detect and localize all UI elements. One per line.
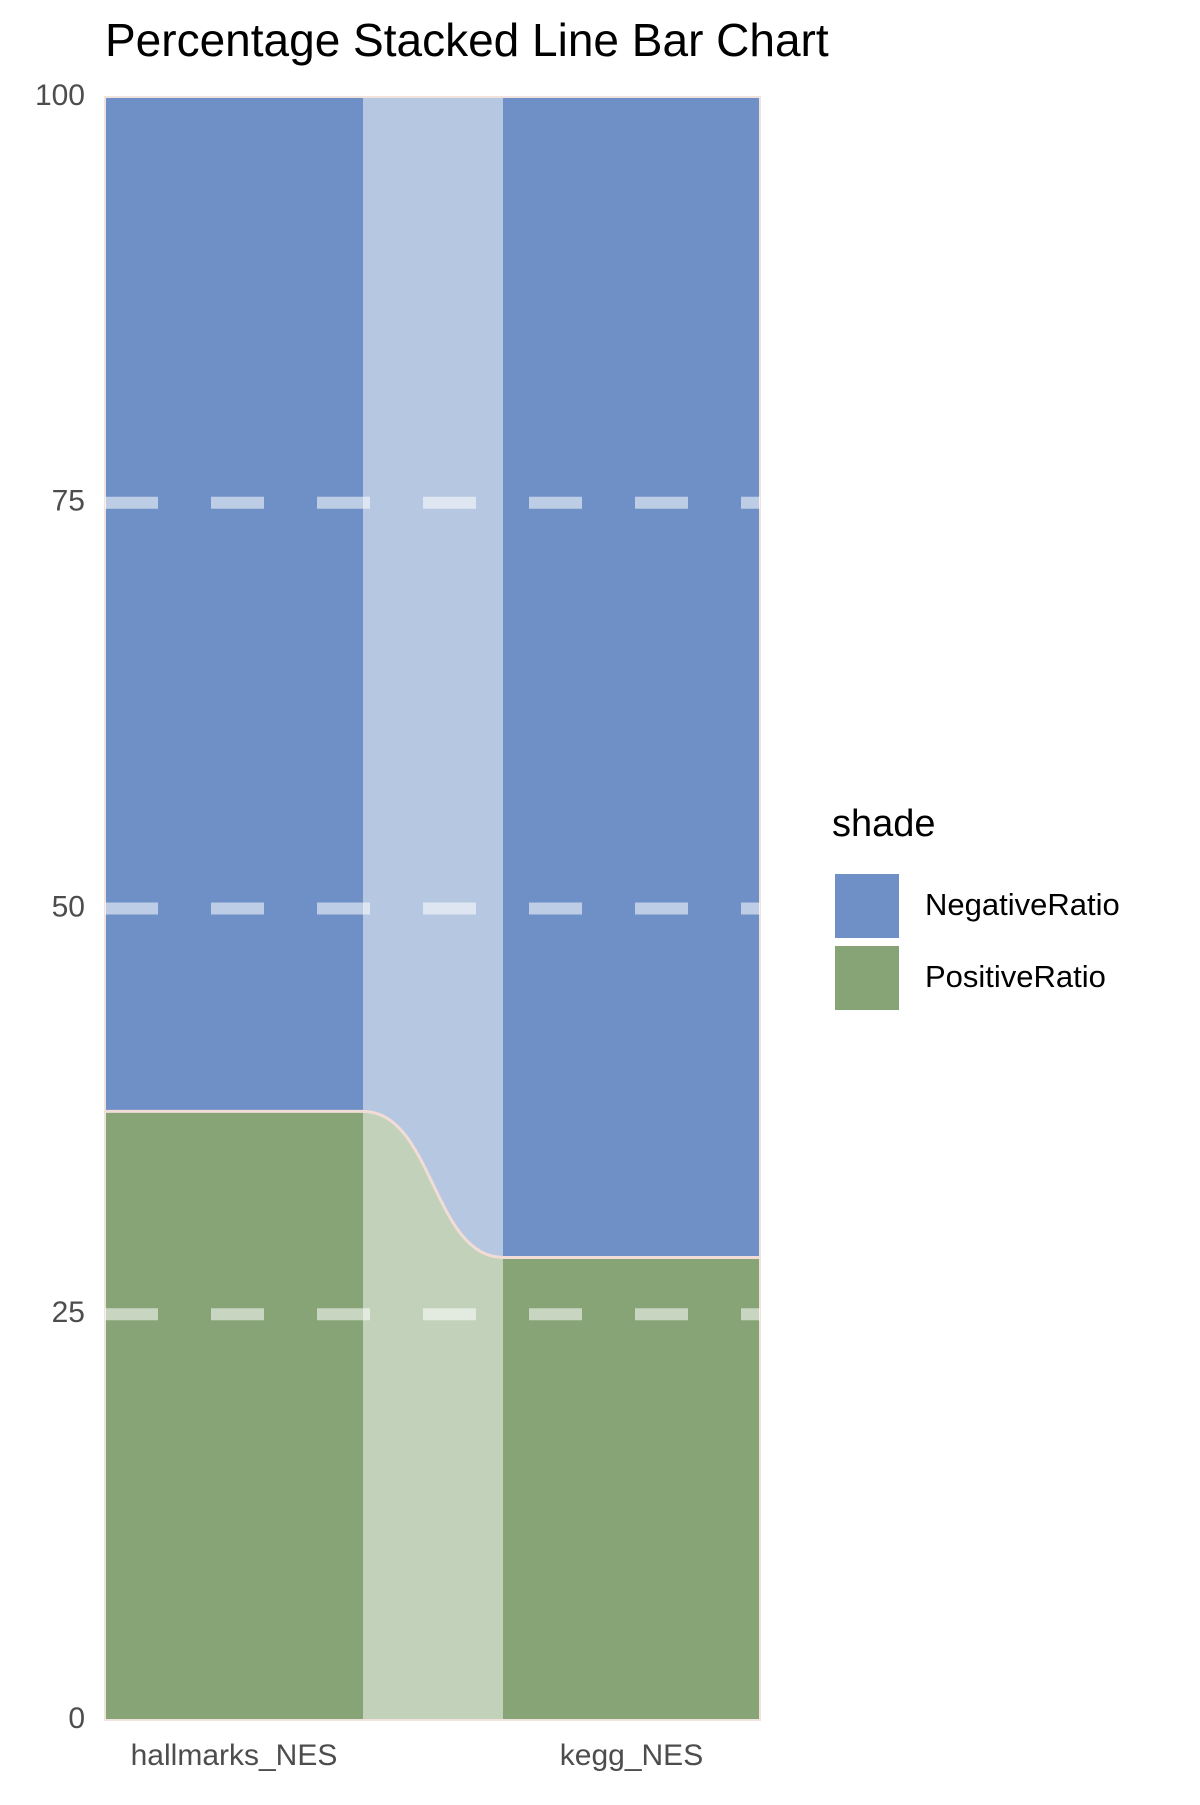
bar-segment (105, 97, 363, 1112)
legend-key (833, 872, 901, 940)
legend-label: PositiveRatio (925, 959, 1106, 994)
bar-segment (503, 1257, 760, 1720)
y-tick-label: 25 (52, 1296, 85, 1329)
legend-title: shade (832, 803, 936, 845)
y-tick-label: 100 (35, 79, 85, 112)
y-tick-label: 75 (52, 485, 85, 518)
y-tick-label: 50 (52, 890, 85, 923)
bar-segment (503, 97, 760, 1258)
y-tick-label: 0 (68, 1702, 85, 1735)
x-tick-label: kegg_NES (560, 1739, 703, 1772)
connector-area (363, 97, 503, 1258)
legend-label: NegativeRatio (925, 887, 1120, 922)
x-tick-label: hallmarks_NES (131, 1739, 338, 1772)
bar-segment (105, 1111, 363, 1720)
chart-title: Percentage Stacked Line Bar Chart (105, 14, 829, 66)
connector-area (363, 1111, 503, 1720)
segment-boundary (105, 1109, 760, 1259)
legend-key (833, 944, 901, 1012)
